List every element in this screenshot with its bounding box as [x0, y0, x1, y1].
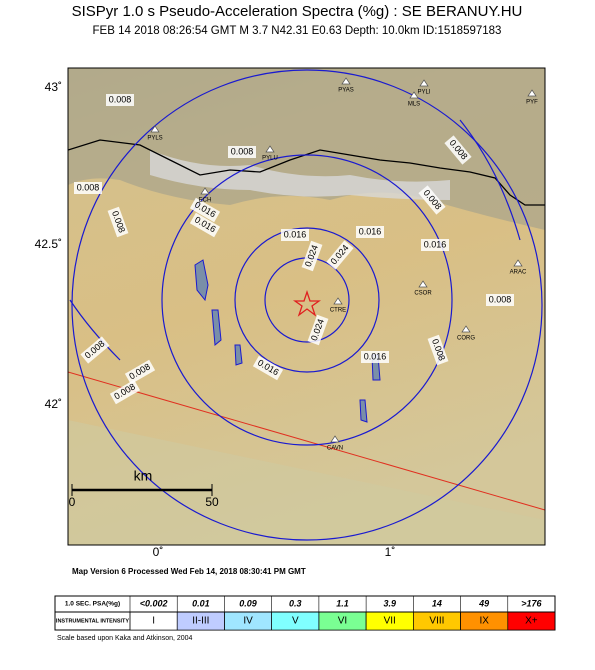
contour-label-bg — [281, 229, 309, 241]
intensity-value: II-III — [192, 616, 209, 627]
contour-label-box: 0.016 — [356, 226, 384, 238]
station-label: PYF — [526, 100, 538, 106]
psa-value: 1.1 — [336, 598, 349, 608]
intensity-value: V — [292, 616, 299, 627]
contour-label: 0.008 — [109, 94, 132, 104]
scale-end: 50 — [205, 495, 219, 509]
station — [333, 297, 343, 305]
contour-label: 0.016 — [424, 239, 447, 249]
station — [330, 435, 340, 443]
station — [265, 145, 275, 153]
station — [150, 125, 160, 133]
intensity-value: I — [152, 616, 155, 627]
lat-label: 43˚ — [45, 80, 62, 94]
lon-label: 1˚ — [385, 545, 396, 559]
contour-label-bg — [418, 185, 446, 215]
contour-label-box: 0.008 — [106, 94, 134, 106]
contour-label-bg — [444, 135, 472, 165]
intensity-value: VII — [384, 616, 396, 627]
psa-value: 0.01 — [192, 598, 210, 608]
contour-label-bg — [356, 226, 384, 238]
scale-unit: km — [134, 468, 153, 484]
contour-label-bg — [109, 379, 141, 405]
contour-label-box: 0.016 — [421, 239, 449, 251]
contour-label-bg — [80, 336, 110, 364]
title: SISPyr 1.0 s Pseudo-Acceleration Spectra… — [72, 3, 523, 20]
legend-row-header: 1.0 SEC. PSA(%g) — [65, 601, 120, 608]
contour-label-bg — [421, 239, 449, 251]
contour-label-bg — [124, 359, 156, 385]
station — [461, 325, 471, 333]
psa-value: 49 — [478, 598, 489, 608]
station-label: PYLU — [262, 156, 278, 162]
station — [527, 89, 537, 97]
contour-label-box: 0.008 — [486, 294, 514, 306]
contour-label: 0.016 — [284, 229, 307, 239]
contour-label: 0.008 — [231, 146, 254, 156]
contour-label-bg — [107, 206, 129, 238]
contour-label-bg — [301, 240, 323, 272]
contour-label-bg — [486, 294, 514, 306]
contour-label: 0.008 — [77, 182, 100, 192]
contour-label-bg — [326, 240, 354, 270]
contour-label: 0.016 — [364, 351, 387, 361]
contour-label-bg — [189, 197, 221, 223]
psa-value: 3.9 — [383, 598, 396, 608]
station — [200, 187, 210, 195]
contour-label-bg — [189, 212, 221, 238]
lat-label: 42˚ — [45, 397, 62, 411]
intensity-value: X+ — [525, 616, 538, 627]
psa-value: 0.09 — [239, 598, 257, 608]
intensity-value: VIII — [429, 616, 444, 627]
lon-label: 0˚ — [153, 545, 164, 559]
intensity-value: IX — [479, 616, 489, 627]
psa-value: 0.3 — [289, 598, 302, 608]
note: Scale based upon Kaka and Atkinson, 2004 — [57, 635, 193, 642]
station — [409, 91, 419, 99]
legend-row-header: INSTRUMENTAL INTENSITY — [56, 618, 129, 624]
contour-label-box: 0.008 — [74, 182, 102, 194]
subtitle: FEB 14 2018 08:26:54 GMT M 3.7 N42.31 E0… — [93, 25, 502, 37]
station-label: CSOR — [414, 291, 432, 297]
station — [419, 79, 429, 87]
psa-value: 14 — [432, 598, 442, 608]
contour-label-bg — [106, 94, 134, 106]
station-label: PYLS — [147, 136, 162, 142]
intensity-value: IV — [243, 616, 253, 627]
station-label: PYLI — [417, 90, 430, 96]
contour-label-bg — [427, 334, 449, 366]
contour-label-box: 0.016 — [281, 229, 309, 241]
scale-start: 0 — [69, 495, 76, 509]
station-label: CTRE — [330, 308, 346, 314]
lat-label: 42.5˚ — [35, 237, 62, 251]
station — [418, 280, 428, 288]
contour-label-bg — [361, 351, 389, 363]
psa-value: <0.002 — [140, 598, 168, 608]
contour-label: 0.016 — [359, 226, 382, 236]
legend: 1.0 SEC. PSA(%g) INSTRUMENTAL INTENSITY <0… — [54, 595, 556, 642]
station-label: MLS — [408, 102, 420, 108]
station — [513, 259, 523, 267]
station-label: ECH — [199, 198, 212, 204]
contour-label-bg — [74, 182, 102, 194]
contour-label: 0.008 — [489, 294, 512, 304]
station-label: PYAS — [338, 88, 354, 94]
intensity-value: VI — [338, 616, 347, 627]
footer: Map Version 6 Processed Wed Feb 14, 2018… — [72, 567, 306, 576]
contour-label-bg — [307, 314, 329, 346]
station-label: CAVN — [327, 446, 343, 452]
contour-label-bg — [228, 146, 256, 158]
contour-label-bg — [252, 355, 284, 381]
station — [341, 77, 351, 85]
contour-label-box: 0.008 — [228, 146, 256, 158]
station-label: ARAC — [510, 270, 527, 276]
psa-value: >176 — [521, 598, 542, 608]
station-label: CORG — [457, 336, 475, 342]
contour-label-box: 0.016 — [361, 351, 389, 363]
